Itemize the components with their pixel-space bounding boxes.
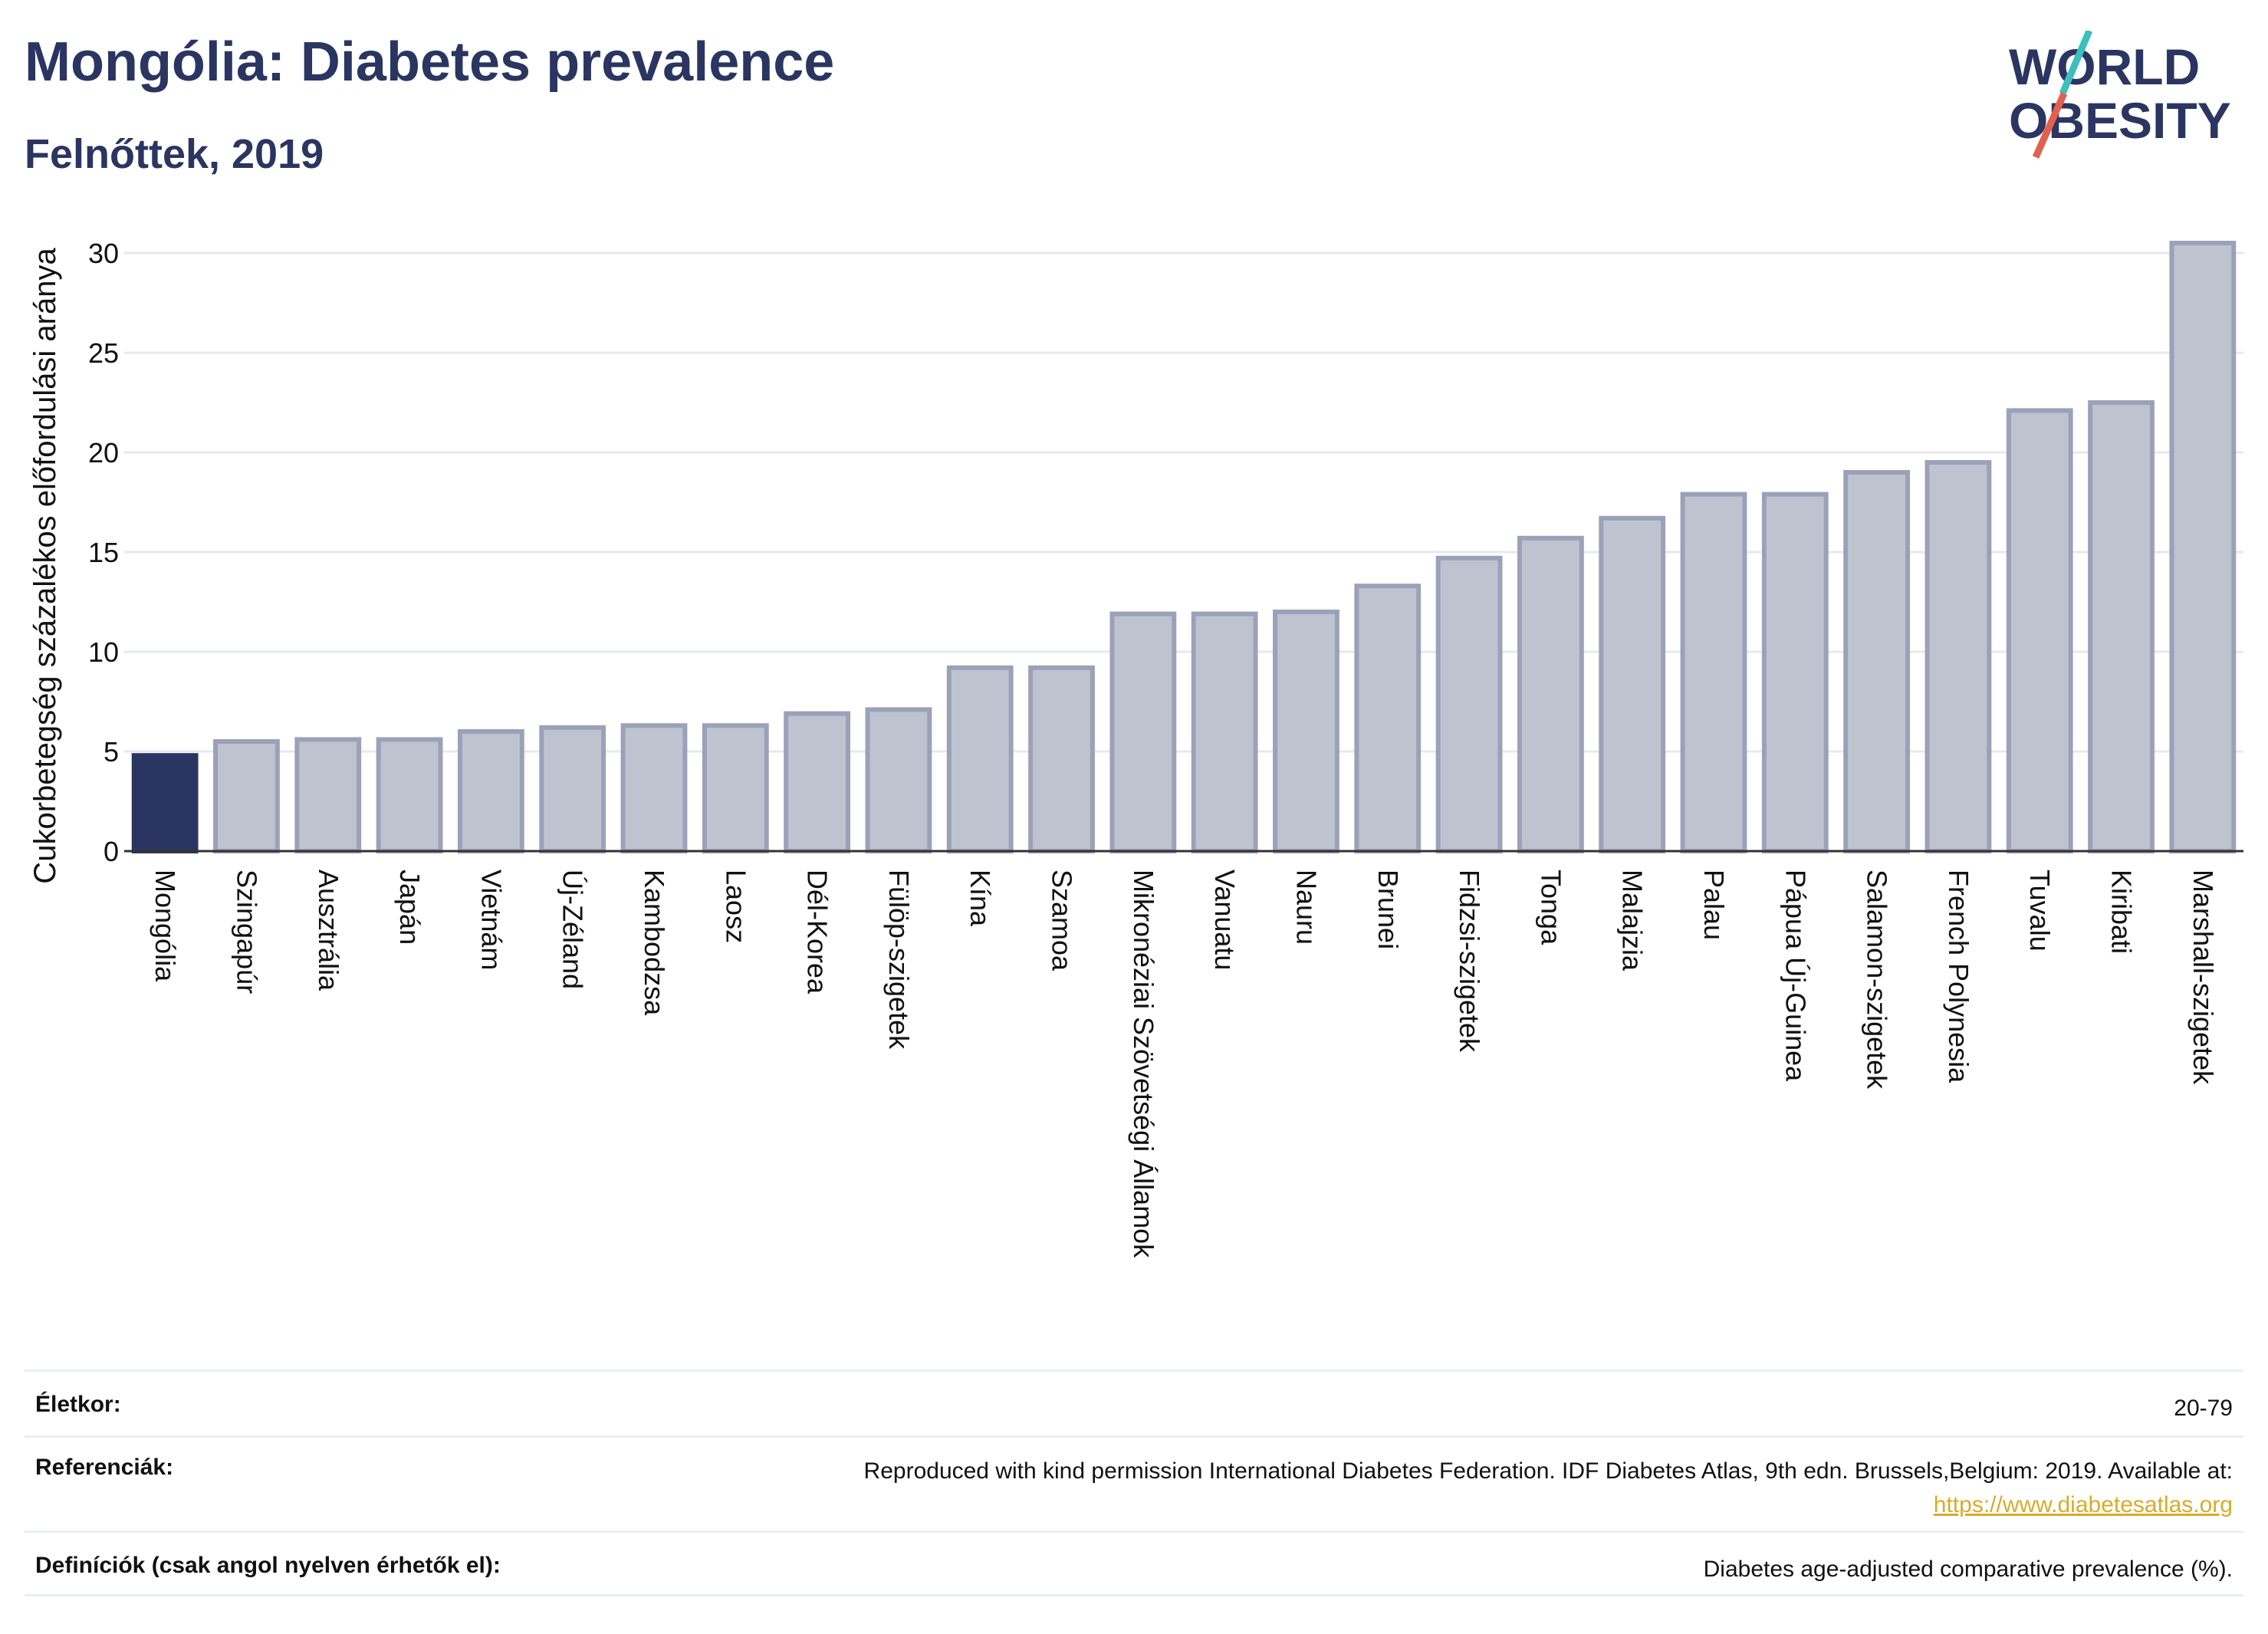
x-tick-label: Laosz [720,870,751,943]
bar-5 [539,725,606,853]
logo-slash-teal [2059,31,2093,95]
x-tick-label: Szamoa [1047,870,1078,972]
x-tick-label: Palau [1698,870,1730,940]
x-tick-label: Ausztrália [313,870,344,991]
x-tick-labels: Mongólia Szingapúr Ausztrália Japán Vietnám Ú… [150,870,2219,1258]
references-text: Reproduced with kind permission Internat… [863,1458,2233,1484]
age-value: 20-79 [2174,1396,2233,1421]
bar-12 [1109,611,1177,853]
y-tick-label: 25 [88,337,119,369]
meta-row-definitions: Definíciók (csak angol nyelven érhetők e… [25,1530,2243,1596]
bar-22 [1925,460,1992,853]
y-tick-label: 15 [88,537,119,568]
x-tick-label: French Polynesia [1943,870,1974,1083]
bar-7 [702,723,769,854]
x-tick-label: Kína [965,870,996,927]
x-tick-label: Tuvalu [2024,870,2056,952]
bar-2 [294,737,362,854]
x-tick-label: Pápua Új-Guinea [1780,870,1811,1082]
x-tick-label: Kiribati [2106,870,2138,954]
x-tick-label: Szingapúr [231,870,262,994]
x-tick-label: Mikronéziai Szövetségi Államok [1128,870,1159,1258]
x-tick-label: Tonga [1535,870,1566,945]
bar-10 [946,665,1014,853]
chart-title: Mongólia: Diabetes prevalence [25,31,835,93]
y-axis-label: Cukorbetegség százalékos előfordulási ar… [28,248,62,884]
logo-word-world: WORLD [2009,38,2200,95]
bar-19 [1680,492,1747,853]
bar-6 [620,723,688,854]
x-tick-label: Nauru [1290,870,1322,945]
bar-18 [1599,515,1666,853]
bar-24 [2088,400,2155,853]
bar-4 [457,729,524,853]
x-tick-label: Malajzia [1617,870,1648,972]
bar-8 [784,711,851,853]
x-tick-label: Mongólia [150,870,181,982]
references-value: Reproduced with kind permission Internat… [864,1455,2233,1522]
x-tick-label: Kambodzsa [639,870,670,1016]
age-label: Életkor: [35,1392,121,1417]
bar-15 [1354,584,1422,853]
bar-1 [213,739,280,853]
bar-3 [376,737,443,854]
x-tick-label: Salamon-szigetek [1862,870,1893,1090]
bar-23 [2006,408,2073,853]
x-tick-label: Marshall-szigetek [2187,870,2219,1085]
y-tick-label: 5 [104,736,119,768]
bar-0 [131,753,199,854]
references-label: Referenciák: [35,1455,174,1480]
x-tick-label: Új-Zéland [557,870,589,989]
definitions-label: Definíciók (csak angol nyelven érhetők e… [35,1553,501,1578]
x-tick-label: Fidzsi-szigetek [1454,870,1485,1053]
references-link[interactable]: https://www.diabetesatlas.org [1933,1492,2233,1517]
x-tick-label: Vietnám [475,870,507,970]
x-tick-label: Dél-Korea [802,870,833,995]
bar-20 [1761,492,1829,853]
y-tick-labels: 0 5 10 15 20 25 30 [88,238,119,867]
y-tick-label: 30 [88,238,119,269]
bar-21 [1843,470,1911,853]
bars [131,241,2237,854]
bar-13 [1191,611,1258,853]
y-tick-label: 10 [88,636,119,668]
bar-16 [1435,555,1503,853]
bar-11 [1028,665,1095,853]
x-tick-label: Vanuatu [1209,870,1241,970]
metadata-table: Életkor: 20-79 Referenciák: Reproduced w… [25,1369,2243,1596]
bar-14 [1273,610,1339,853]
meta-row-age: Életkor: 20-79 [25,1369,2243,1435]
chart-subtitle: Felnőttek, 2019 [25,131,324,177]
x-tick-label: Fülöp-szigetek [883,870,915,1050]
y-tick-label: 20 [88,437,119,469]
bar-9 [865,707,932,854]
x-tick-label: Japán [394,870,426,945]
definitions-value: Diabetes age-adjusted comparative preval… [1703,1557,2233,1582]
y-tick-label: 0 [104,836,119,867]
bar-chart: 0 5 10 15 20 25 30 Mongólia Szingapúr Ausztrália… [28,238,2243,1258]
meta-row-references: Referenciák: Reproduced with kind permis… [25,1435,2243,1530]
world-obesity-logo: WORLD OBESITY [2009,31,2231,159]
x-tick-label: Brunei [1372,870,1404,949]
bar-17 [1517,535,1584,853]
bar-25 [2169,241,2237,853]
logo-slash-red [2032,92,2068,159]
